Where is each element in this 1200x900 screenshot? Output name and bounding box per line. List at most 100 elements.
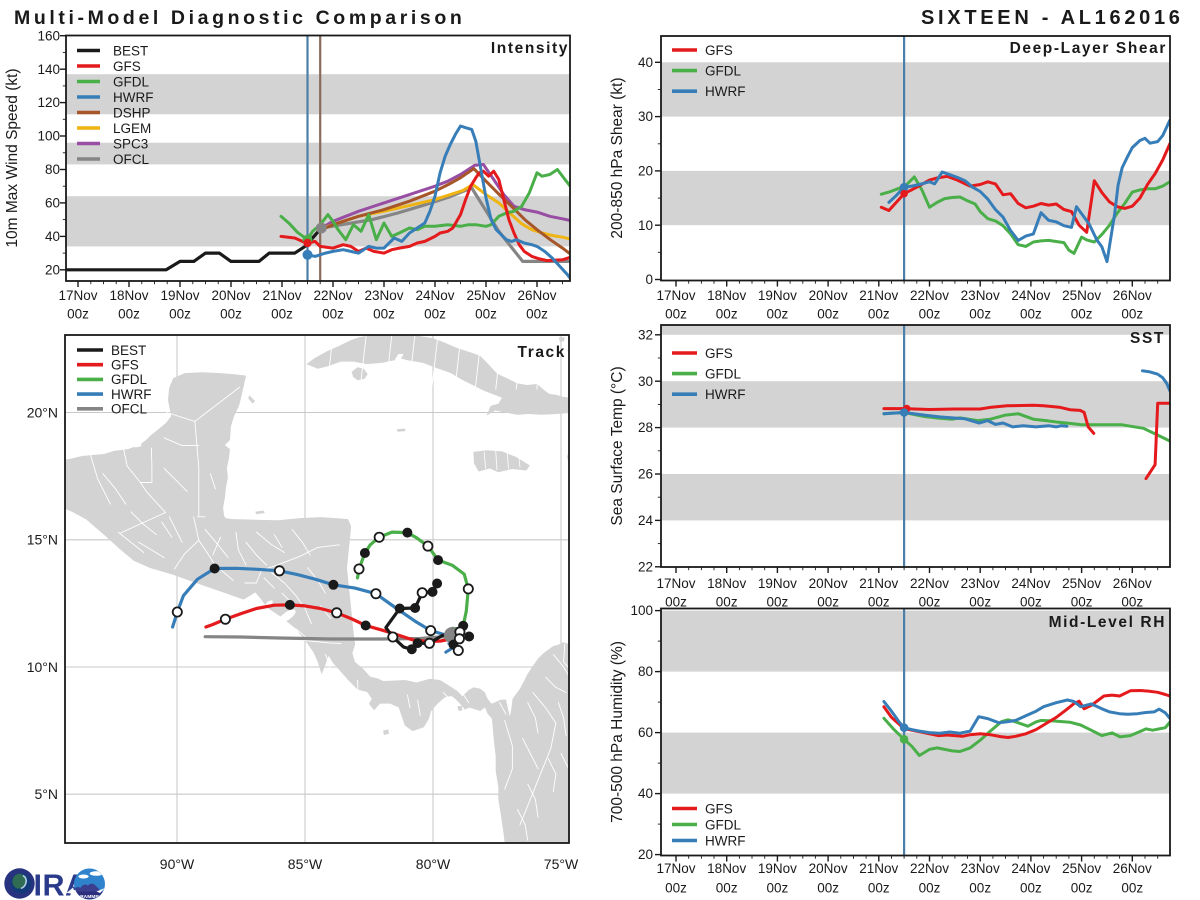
svg-text:SST: SST bbox=[1130, 330, 1165, 347]
svg-text:DSHP: DSHP bbox=[113, 105, 151, 120]
svg-text:20Nov: 20Nov bbox=[211, 288, 250, 303]
svg-text:30: 30 bbox=[638, 109, 653, 124]
svg-text:26Nov: 26Nov bbox=[1113, 861, 1152, 876]
svg-text:00z: 00z bbox=[169, 307, 191, 322]
svg-text:160: 160 bbox=[37, 28, 60, 43]
svg-text:90°W: 90°W bbox=[160, 856, 195, 872]
svg-text:25Nov: 25Nov bbox=[1062, 861, 1101, 876]
svg-text:30: 30 bbox=[638, 374, 653, 389]
svg-text:60: 60 bbox=[638, 725, 653, 740]
svg-text:00z: 00z bbox=[716, 595, 738, 610]
svg-text:22Nov: 22Nov bbox=[910, 861, 949, 876]
svg-text:OFCL: OFCL bbox=[113, 152, 149, 167]
svg-text:00z: 00z bbox=[475, 307, 497, 322]
svg-text:00z: 00z bbox=[1071, 307, 1093, 322]
svg-text:25Nov: 25Nov bbox=[1062, 288, 1101, 303]
svg-text:GFS: GFS bbox=[705, 801, 733, 816]
svg-text:00z: 00z bbox=[322, 307, 344, 322]
svg-text:60: 60 bbox=[45, 196, 60, 211]
svg-text:80: 80 bbox=[45, 162, 60, 177]
svg-text:00z: 00z bbox=[1020, 595, 1042, 610]
svg-text:25Nov: 25Nov bbox=[1062, 576, 1101, 591]
svg-text:17Nov: 17Nov bbox=[58, 288, 97, 303]
svg-text:21Nov: 21Nov bbox=[859, 576, 898, 591]
svg-text:00z: 00z bbox=[271, 307, 293, 322]
svg-text:22Nov: 22Nov bbox=[910, 288, 949, 303]
svg-text:20Nov: 20Nov bbox=[809, 288, 848, 303]
svg-text:21Nov: 21Nov bbox=[859, 861, 898, 876]
svg-text:24Nov: 24Nov bbox=[1011, 861, 1050, 876]
svg-text:26Nov: 26Nov bbox=[1113, 576, 1152, 591]
svg-text:200-850 hPa Shear (kt): 200-850 hPa Shear (kt) bbox=[609, 77, 626, 238]
svg-text:Mid-Level RH: Mid-Level RH bbox=[1049, 614, 1166, 631]
svg-text:24Nov: 24Nov bbox=[1011, 576, 1050, 591]
svg-text:26Nov: 26Nov bbox=[1113, 288, 1152, 303]
svg-text:18Nov: 18Nov bbox=[707, 861, 746, 876]
svg-text:22: 22 bbox=[638, 559, 653, 574]
svg-text:0: 0 bbox=[645, 272, 653, 287]
svg-text:00z: 00z bbox=[665, 881, 687, 896]
svg-text:20Nov: 20Nov bbox=[809, 861, 848, 876]
svg-text:00z: 00z bbox=[220, 307, 242, 322]
svg-text:LGEM: LGEM bbox=[113, 121, 151, 136]
svg-text:22Nov: 22Nov bbox=[910, 576, 949, 591]
svg-text:80°W: 80°W bbox=[416, 856, 451, 872]
svg-text:100: 100 bbox=[630, 603, 653, 618]
svg-text:17Nov: 17Nov bbox=[656, 576, 695, 591]
svg-text:00z: 00z bbox=[868, 881, 890, 896]
svg-text:21Nov: 21Nov bbox=[262, 288, 301, 303]
svg-text:00z: 00z bbox=[665, 307, 687, 322]
svg-text:00z: 00z bbox=[868, 595, 890, 610]
svg-text:GFS: GFS bbox=[705, 346, 733, 361]
svg-text:20: 20 bbox=[638, 847, 653, 862]
svg-text:GFDL: GFDL bbox=[705, 366, 741, 381]
svg-text:00z: 00z bbox=[868, 307, 890, 322]
svg-text:18Nov: 18Nov bbox=[707, 576, 746, 591]
svg-text:GFDL: GFDL bbox=[111, 372, 147, 387]
svg-text:00z: 00z bbox=[817, 307, 839, 322]
svg-text:00z: 00z bbox=[373, 307, 395, 322]
svg-text:23Nov: 23Nov bbox=[961, 576, 1000, 591]
svg-text:00z: 00z bbox=[969, 595, 991, 610]
svg-text:32: 32 bbox=[638, 327, 653, 342]
svg-text:19Nov: 19Nov bbox=[758, 861, 797, 876]
svg-text:HWRF: HWRF bbox=[113, 90, 154, 105]
svg-text:75°W: 75°W bbox=[544, 856, 579, 872]
svg-text:23Nov: 23Nov bbox=[961, 861, 1000, 876]
svg-text:GFDL: GFDL bbox=[705, 817, 741, 832]
svg-text:00z: 00z bbox=[767, 307, 789, 322]
svg-text:18Nov: 18Nov bbox=[109, 288, 148, 303]
svg-text:20: 20 bbox=[45, 262, 60, 277]
svg-text:100: 100 bbox=[37, 129, 60, 144]
svg-text:10°N: 10°N bbox=[27, 659, 58, 675]
svg-text:HWRF: HWRF bbox=[111, 387, 152, 402]
svg-text:00z: 00z bbox=[919, 595, 941, 610]
svg-text:85°W: 85°W bbox=[288, 856, 323, 872]
svg-text:00z: 00z bbox=[817, 881, 839, 896]
svg-text:24Nov: 24Nov bbox=[1011, 288, 1050, 303]
svg-text:HWRF: HWRF bbox=[705, 833, 746, 848]
svg-text:21Nov: 21Nov bbox=[859, 288, 898, 303]
svg-text:GFS: GFS bbox=[111, 358, 139, 373]
svg-text:120: 120 bbox=[37, 95, 60, 110]
svg-text:00z: 00z bbox=[817, 595, 839, 610]
svg-text:00z: 00z bbox=[716, 881, 738, 896]
svg-text:00z: 00z bbox=[67, 307, 89, 322]
svg-text:GFS: GFS bbox=[705, 43, 733, 58]
svg-text:10m Max Wind Speed (kt): 10m Max Wind Speed (kt) bbox=[4, 68, 21, 247]
svg-text:00z: 00z bbox=[969, 881, 991, 896]
svg-text:Sea Surface Temp (°C): Sea Surface Temp (°C) bbox=[609, 366, 626, 525]
svg-text:700-500 hPa Humidity (%): 700-500 hPa Humidity (%) bbox=[609, 641, 626, 823]
svg-text:80: 80 bbox=[638, 664, 653, 679]
svg-text:20: 20 bbox=[638, 164, 653, 179]
svg-text:OFCL: OFCL bbox=[111, 402, 147, 417]
svg-text:00z: 00z bbox=[118, 307, 140, 322]
svg-text:22Nov: 22Nov bbox=[313, 288, 352, 303]
svg-text:00z: 00z bbox=[716, 307, 738, 322]
svg-text:SPC3: SPC3 bbox=[113, 136, 148, 151]
svg-text:00z: 00z bbox=[424, 307, 446, 322]
svg-text:19Nov: 19Nov bbox=[758, 288, 797, 303]
svg-text:15°N: 15°N bbox=[27, 532, 58, 548]
svg-text:BEST: BEST bbox=[113, 43, 148, 58]
svg-text:00z: 00z bbox=[919, 307, 941, 322]
